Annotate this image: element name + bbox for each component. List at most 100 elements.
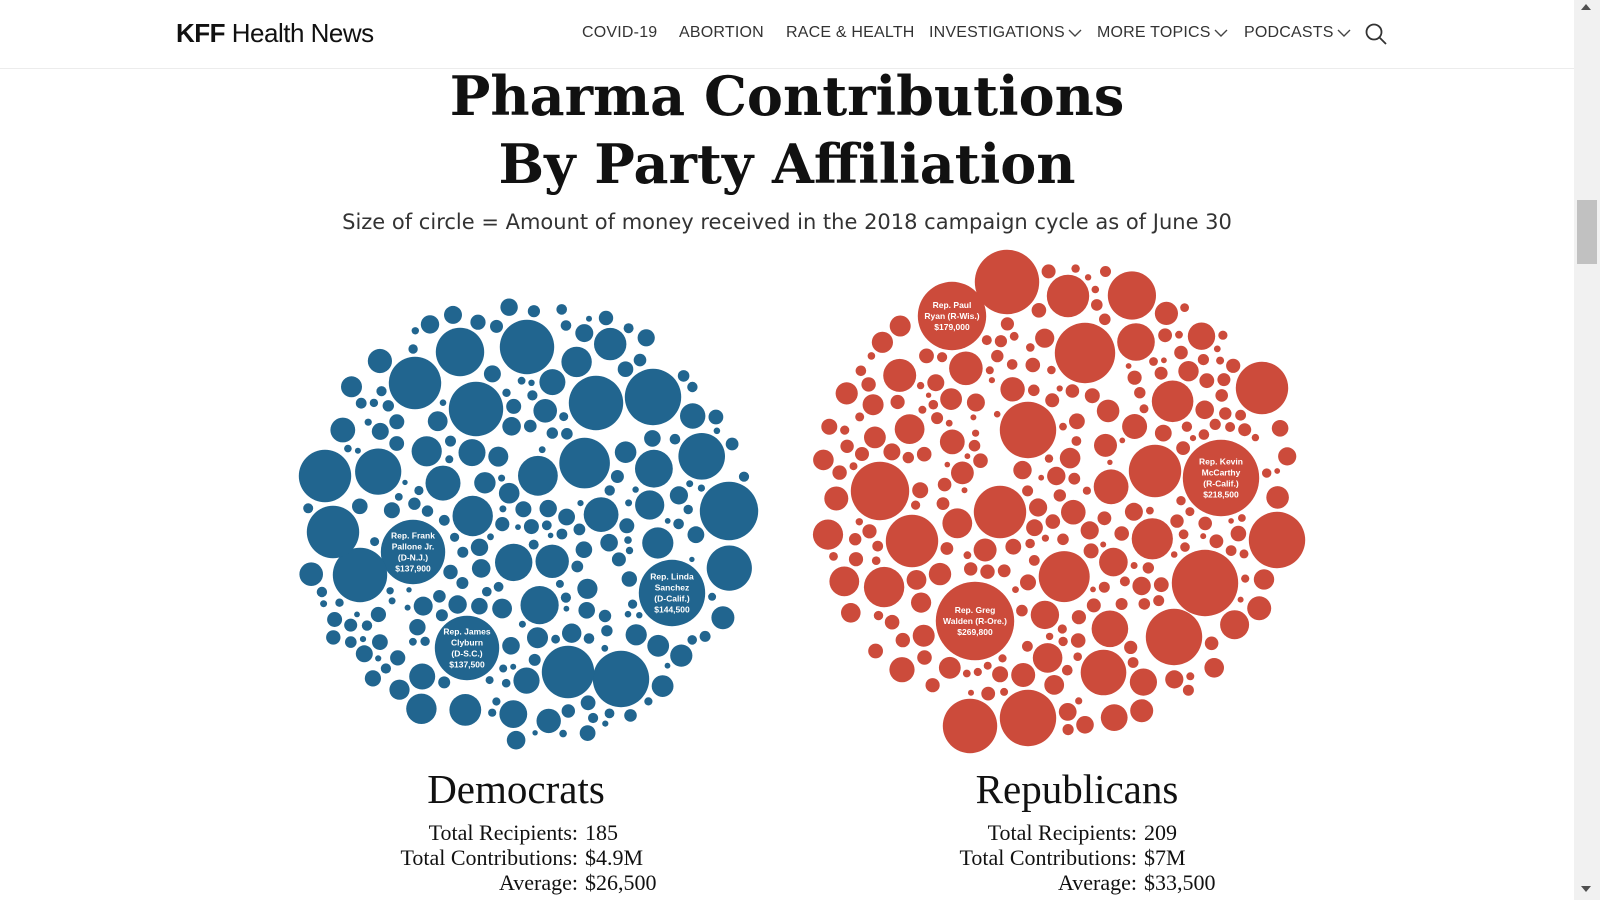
recipient-bubble[interactable]	[539, 499, 557, 518]
recipient-bubble[interactable]	[916, 381, 925, 390]
recipient-bubble[interactable]	[335, 598, 344, 607]
recipient-bubble[interactable]	[359, 636, 367, 643]
recipient-bubble[interactable]	[961, 487, 968, 494]
recipient-bubble[interactable]	[1005, 538, 1022, 555]
labeled-bubble[interactable]	[380, 519, 446, 585]
recipient-bubble[interactable]	[1016, 604, 1028, 617]
recipient-bubble[interactable]	[973, 667, 982, 677]
recipient-bubble[interactable]	[928, 562, 952, 586]
recipient-bubble[interactable]	[518, 620, 526, 628]
scroll-up-arrow-icon[interactable]	[1581, 4, 1591, 10]
recipient-bubble[interactable]	[541, 520, 552, 531]
recipient-bubble[interactable]	[964, 453, 971, 460]
nav-more-topics[interactable]: MORE TOPICS	[1097, 24, 1228, 42]
recipient-bubble[interactable]	[375, 655, 382, 662]
recipient-bubble[interactable]	[1009, 331, 1019, 341]
recipient-bubble[interactable]	[1041, 264, 1056, 279]
recipient-bubble[interactable]	[1062, 724, 1074, 736]
recipient-bubble[interactable]	[644, 697, 653, 706]
recipient-bubble[interactable]	[571, 560, 584, 573]
recipient-bubble[interactable]	[855, 365, 867, 377]
recipient-bubble[interactable]	[835, 382, 858, 405]
recipient-bubble[interactable]	[1176, 496, 1186, 506]
recipient-bubble[interactable]	[625, 624, 647, 646]
recipient-bubble[interactable]	[1096, 399, 1120, 423]
recipient-bubble[interactable]	[1083, 543, 1099, 559]
recipient-bubble[interactable]	[563, 605, 570, 612]
recipient-bubble[interactable]	[499, 700, 528, 728]
labeled-bubble[interactable]	[638, 559, 706, 627]
recipient-bubble[interactable]	[320, 600, 328, 608]
recipient-bubble[interactable]	[1069, 413, 1085, 430]
recipient-bubble[interactable]	[409, 663, 436, 690]
recipient-bubble[interactable]	[369, 398, 379, 408]
labeled-bubble[interactable]	[1182, 439, 1260, 517]
recipient-bubble[interactable]	[849, 462, 858, 471]
recipient-bubble[interactable]	[408, 344, 418, 354]
recipient-bubble[interactable]	[1189, 435, 1197, 442]
recipient-bubble[interactable]	[1041, 534, 1049, 542]
recipient-bubble[interactable]	[964, 562, 978, 576]
recipient-bubble[interactable]	[1132, 576, 1151, 596]
recipient-bubble[interactable]	[636, 612, 643, 619]
recipient-bubble[interactable]	[918, 405, 927, 414]
recipient-bubble[interactable]	[1181, 421, 1193, 432]
recipient-bubble[interactable]	[624, 709, 637, 722]
recipient-bubble[interactable]	[1044, 454, 1054, 463]
recipient-bubble[interactable]	[515, 524, 521, 530]
recipient-bubble[interactable]	[699, 630, 711, 642]
recipient-bubble[interactable]	[848, 552, 864, 567]
recipient-bubble[interactable]	[927, 374, 945, 392]
recipient-bubble[interactable]	[1080, 521, 1099, 540]
recipient-bubble[interactable]	[1071, 610, 1086, 625]
recipient-bubble[interactable]	[1028, 555, 1040, 566]
recipient-bubble[interactable]	[1209, 418, 1221, 430]
recipient-bubble[interactable]	[1076, 716, 1094, 734]
recipient-bubble[interactable]	[1226, 358, 1241, 373]
recipient-bubble[interactable]	[912, 482, 929, 499]
recipient-bubble[interactable]	[355, 397, 367, 409]
recipient-bubble[interactable]	[528, 653, 541, 666]
recipient-bubble[interactable]	[577, 578, 598, 599]
recipient-bubble[interactable]	[963, 551, 972, 560]
recipient-bubble[interactable]	[683, 504, 693, 515]
recipient-bubble[interactable]	[352, 498, 368, 515]
recipient-bubble[interactable]	[438, 514, 450, 526]
recipient-bubble[interactable]	[938, 656, 961, 679]
recipient-bubble[interactable]	[1238, 423, 1252, 437]
recipient-bubble[interactable]	[966, 393, 985, 412]
recipient-bubble[interactable]	[406, 693, 437, 724]
recipient-bubble[interactable]	[669, 486, 689, 505]
recipient-bubble[interactable]	[327, 612, 343, 627]
recipient-bubble[interactable]	[624, 610, 632, 618]
recipient-bubble[interactable]	[1058, 636, 1068, 647]
labeled-bubble[interactable]	[917, 281, 987, 351]
recipient-bubble[interactable]	[647, 634, 670, 657]
recipient-bubble[interactable]	[1278, 447, 1297, 466]
recipient-bubble[interactable]	[493, 581, 504, 592]
recipient-bubble[interactable]	[485, 676, 494, 685]
recipient-bubble[interactable]	[711, 606, 735, 630]
recipient-bubble[interactable]	[988, 377, 996, 384]
recipient-bubble[interactable]	[1119, 437, 1126, 444]
recipient-bubble[interactable]	[1026, 519, 1043, 537]
recipient-bubble[interactable]	[1091, 285, 1100, 294]
recipient-bubble[interactable]	[911, 592, 932, 613]
recipient-bubble[interactable]	[1080, 649, 1127, 696]
recipient-bubble[interactable]	[1149, 357, 1158, 366]
recipient-bubble[interactable]	[940, 542, 954, 555]
recipient-bubble[interactable]	[299, 562, 324, 586]
recipient-bubble[interactable]	[885, 514, 939, 568]
nav-podcasts[interactable]: PODCASTS	[1244, 24, 1351, 42]
recipient-bubble[interactable]	[448, 595, 467, 614]
recipient-bubble[interactable]	[524, 419, 537, 433]
recipient-bubble[interactable]	[364, 670, 381, 687]
recipient-bubble[interactable]	[1225, 545, 1237, 556]
recipient-bubble[interactable]	[644, 430, 661, 447]
recipient-bubble[interactable]	[1054, 322, 1116, 384]
recipient-bubble[interactable]	[499, 319, 555, 375]
recipient-bubble[interactable]	[457, 546, 469, 558]
recipient-bubble[interactable]	[535, 544, 569, 578]
search-icon[interactable]	[1364, 22, 1388, 46]
recipient-bubble[interactable]	[999, 689, 1057, 747]
